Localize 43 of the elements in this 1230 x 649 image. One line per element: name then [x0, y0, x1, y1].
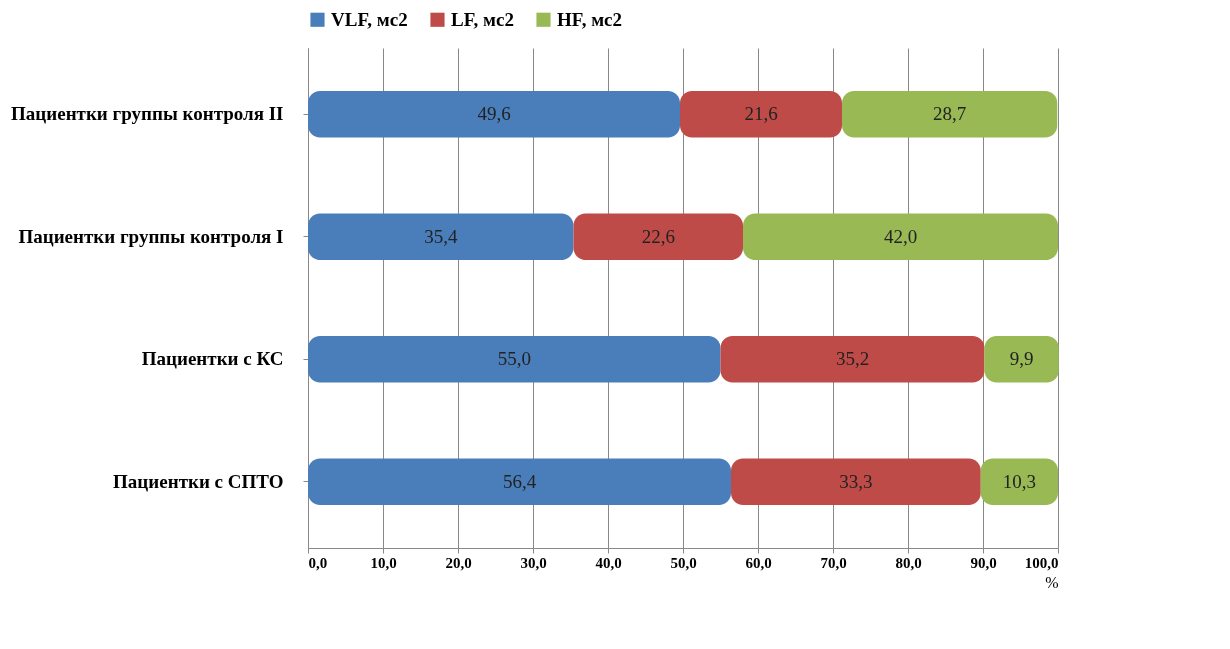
data-label: 49,6	[477, 103, 511, 125]
y-tick-label: Пациентки с СПТО	[113, 470, 284, 492]
x-tick-label: 50,0	[670, 554, 697, 571]
bar	[984, 335, 1059, 383]
data-label: 55,0	[497, 348, 531, 370]
x-tick-label: 60,0	[745, 554, 772, 571]
legend-label: LF, мс2	[451, 8, 514, 30]
data-label: 56,4	[502, 470, 537, 492]
data-label: 21,6	[744, 103, 778, 125]
x-tick-label: 100,0	[1024, 554, 1059, 571]
data-label: 42,0	[883, 225, 918, 247]
legend-label: VLF, мс2	[331, 8, 408, 30]
y-tick-label: Пациентки группы контроля II	[11, 103, 284, 125]
x-tick-label: 10,0	[370, 554, 397, 571]
bar	[308, 335, 721, 383]
x-tick-label: 30,0	[520, 554, 547, 571]
y-tick-label: Пациентки группы контроля I	[18, 225, 284, 247]
data-label: 35,4	[424, 225, 458, 247]
bar	[720, 335, 985, 383]
legend-label: HF, мс2	[557, 8, 623, 30]
x-tick-label: 20,0	[445, 554, 472, 571]
bar	[731, 458, 981, 506]
data-label: 9,9	[1009, 348, 1034, 370]
data-label: 35,2	[835, 348, 870, 370]
x-axis-title: %	[1045, 573, 1059, 591]
bar	[308, 213, 574, 261]
bar	[308, 90, 680, 138]
data-label: 28,7	[933, 103, 967, 125]
bar	[308, 458, 731, 506]
data-label: 33,3	[839, 470, 873, 492]
bar	[743, 213, 1058, 261]
y-tick-label: Пациентки с КС	[141, 348, 284, 370]
x-tick-label: 80,0	[895, 554, 922, 571]
bar	[842, 90, 1058, 138]
x-tick-label: 40,0	[595, 554, 622, 571]
bar	[573, 213, 743, 261]
bar	[980, 458, 1058, 506]
data-label: 10,3	[1002, 470, 1036, 492]
bar	[680, 90, 842, 138]
x-tick-label: 70,0	[820, 554, 847, 571]
data-label: 22,6	[641, 225, 675, 247]
x-tick-label: 90,0	[970, 554, 997, 571]
x-tick-label: 0,0	[308, 554, 328, 571]
